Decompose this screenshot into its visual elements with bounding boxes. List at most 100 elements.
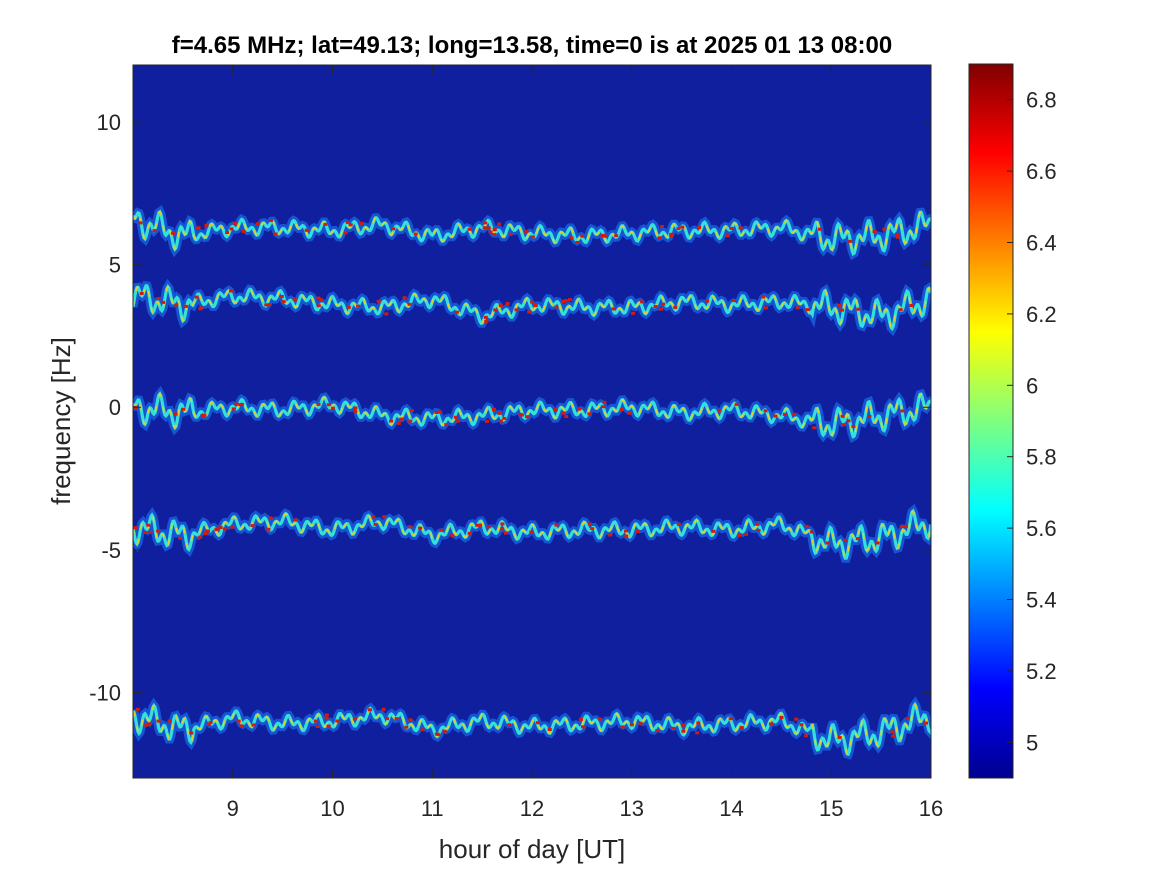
- band-peak: [508, 232, 513, 236]
- band-peak: [229, 227, 234, 231]
- band-peak: [202, 414, 207, 418]
- band-peak: [381, 707, 386, 711]
- band-peak: [483, 221, 488, 225]
- band-peak: [840, 308, 844, 312]
- x-tick-label: 15: [819, 796, 843, 821]
- band-peak: [483, 315, 488, 319]
- band-peak: [148, 530, 153, 534]
- band-peak: [239, 724, 244, 728]
- band-peak: [705, 299, 710, 303]
- band-peak: [488, 230, 493, 234]
- band-peak: [825, 541, 830, 545]
- band-peak: [238, 403, 243, 407]
- band-peak: [408, 718, 413, 722]
- band-peak: [194, 295, 199, 299]
- band-peak: [620, 725, 625, 729]
- band-peak: [792, 412, 797, 416]
- band-peak: [670, 726, 675, 730]
- band-peak: [564, 415, 569, 418]
- band-peak: [500, 522, 505, 526]
- band-peak: [199, 306, 204, 310]
- band-peak: [178, 536, 183, 540]
- band-peak: [504, 531, 508, 535]
- band-peak: [577, 407, 581, 411]
- colorbar-tick-label: 5.4: [1026, 588, 1057, 613]
- colorbar-tick-label: 6.2: [1026, 302, 1057, 327]
- band-peak: [680, 225, 685, 229]
- band-peak: [502, 416, 507, 420]
- band-peak: [779, 716, 784, 719]
- band-peak: [837, 736, 842, 739]
- x-axis-ticks: 9 10 11 12 13 14 15 16: [227, 65, 943, 821]
- band-peak: [279, 295, 284, 298]
- colorbar-tick-label: 5.8: [1026, 445, 1057, 470]
- band-peak: [418, 526, 423, 530]
- band-peak: [230, 525, 235, 529]
- band-peak: [485, 419, 490, 423]
- band-peak: [804, 734, 809, 738]
- band-peak: [181, 407, 186, 411]
- colorbar-tick-label: 6.6: [1026, 159, 1057, 184]
- band-peak: [527, 310, 532, 314]
- band-peak: [232, 221, 237, 225]
- band-peak: [408, 525, 413, 529]
- band-peak: [450, 534, 455, 538]
- band-peak: [173, 412, 178, 416]
- band-peak: [629, 723, 634, 727]
- y-tick-label: 10: [97, 110, 121, 135]
- y-axis-ticks: 10 5 0 -5 -10: [89, 110, 931, 705]
- band-peak: [360, 221, 364, 225]
- band-peak: [756, 529, 761, 532]
- x-tick-label: 12: [520, 796, 544, 821]
- band-peak: [514, 308, 519, 312]
- band-peak: [171, 231, 175, 235]
- band-peak: [373, 522, 378, 526]
- band-peak: [478, 523, 483, 527]
- band-peak: [391, 227, 396, 231]
- band-peak: [805, 308, 810, 312]
- band-peak: [266, 527, 271, 531]
- band-peak: [250, 524, 255, 528]
- band-trace: [133, 390, 931, 439]
- band-peak: [167, 719, 172, 723]
- band-peak: [669, 234, 674, 238]
- band-peak: [812, 426, 817, 430]
- band-peak: [371, 515, 376, 519]
- band-peak: [420, 728, 425, 732]
- band-peak: [697, 226, 702, 230]
- band-peak: [680, 723, 685, 727]
- band-peak: [269, 219, 273, 223]
- band-peak: [492, 408, 496, 411]
- band-peak: [696, 721, 701, 725]
- band-peak: [867, 415, 872, 418]
- x-tick-label: 10: [320, 796, 344, 821]
- band-peak: [482, 226, 487, 230]
- band-peak: [561, 300, 566, 303]
- band-peak: [492, 228, 497, 232]
- band-peak: [578, 718, 583, 721]
- band-peak: [525, 415, 530, 419]
- band-peak: [676, 522, 681, 526]
- band-peak: [903, 524, 908, 528]
- band-peak: [467, 227, 472, 231]
- band-peak: [444, 423, 449, 427]
- band-trace: [133, 209, 931, 257]
- band-peak: [353, 409, 358, 413]
- band-peak: [215, 527, 220, 531]
- chart-title: f=4.65 MHz; lat=49.13; long=13.58, time=…: [172, 32, 892, 59]
- colorbar-tick-label: 6: [1026, 373, 1038, 398]
- band-peak: [133, 526, 137, 530]
- band-peak: [895, 235, 900, 239]
- band-peak: [561, 411, 566, 415]
- band-peak: [569, 236, 574, 240]
- band-peak: [345, 220, 350, 224]
- band-peak: [905, 716, 910, 720]
- band-peak: [229, 289, 233, 293]
- band-peak: [316, 402, 321, 406]
- band-peak: [268, 516, 273, 520]
- band-peak: [316, 296, 321, 300]
- band-peak: [281, 300, 286, 304]
- band-peak: [396, 421, 401, 425]
- band-peak: [638, 721, 643, 725]
- band-peak: [655, 729, 660, 733]
